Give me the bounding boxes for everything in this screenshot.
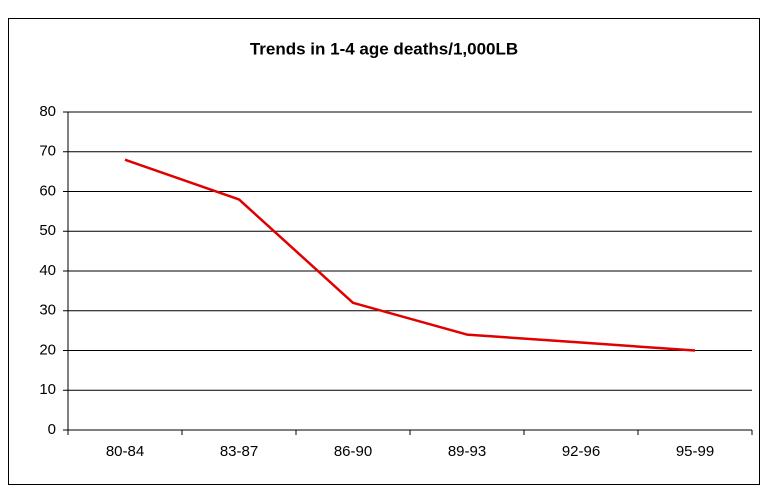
y-tick-label: 0 xyxy=(48,421,56,438)
y-tick-label: 40 xyxy=(39,262,56,279)
x-tick-label: 92-96 xyxy=(562,443,600,460)
y-tick-label: 80 xyxy=(39,103,56,120)
chart-frame xyxy=(8,18,760,485)
y-tick-label: 70 xyxy=(39,143,56,160)
data-line xyxy=(124,158,696,352)
x-tick-label: 89-93 xyxy=(448,443,486,460)
x-tick-label: 80-84 xyxy=(106,443,144,460)
x-tick-label: 83-87 xyxy=(220,443,258,460)
y-tick-label: 20 xyxy=(39,341,56,358)
x-tick-label: 95-99 xyxy=(676,443,714,460)
y-tick-label: 30 xyxy=(39,302,56,319)
y-tick-label: 50 xyxy=(39,222,56,239)
chart-title: Trends in 1-4 age deaths/1,000LB xyxy=(250,39,518,58)
y-tick-label: 60 xyxy=(39,182,56,199)
x-tick-label: 86-90 xyxy=(334,443,372,460)
y-tick-label: 10 xyxy=(39,381,56,398)
